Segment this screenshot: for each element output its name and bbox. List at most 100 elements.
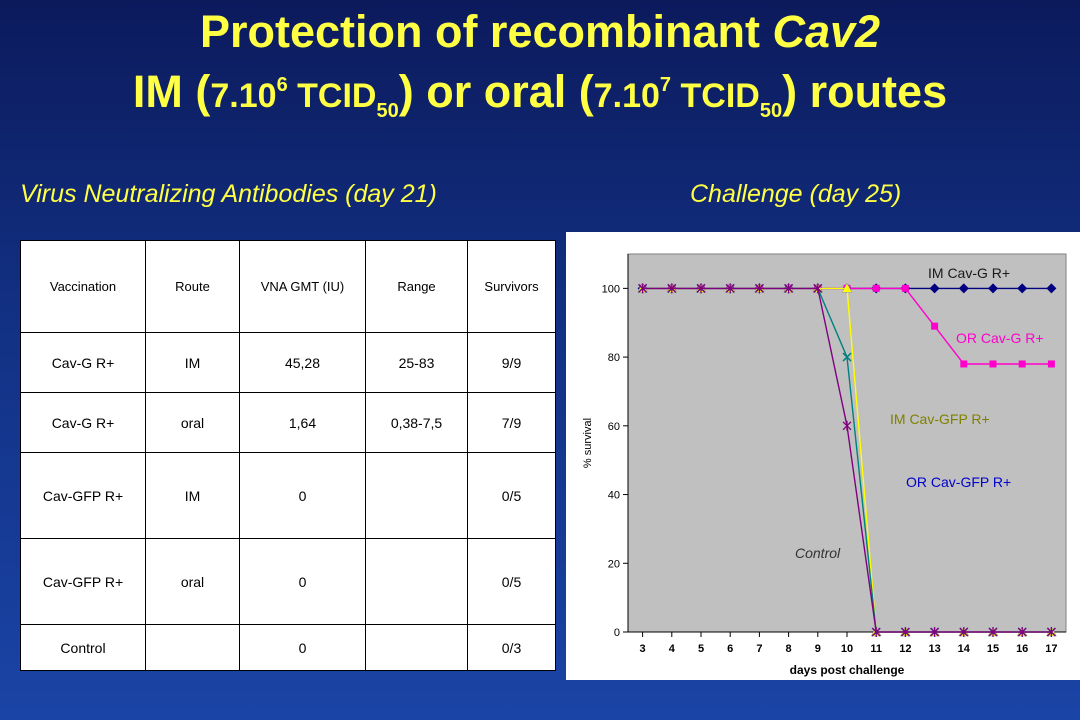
- x-tick-label: 17: [1045, 643, 1057, 655]
- data-point: [754, 283, 764, 294]
- table-row: Cav-G R+ IM 45,28 25-83 9/9: [20, 332, 556, 393]
- x-tick-label: 3: [640, 643, 646, 655]
- series-label: IM Cav-GFP R+: [890, 411, 990, 427]
- im-dose-exponent: 6: [276, 74, 288, 96]
- title-prefix: Protection of recombinant: [199, 6, 773, 57]
- cell-vaccination: Cav-G R+: [20, 332, 146, 393]
- challenge-heading: Challenge (day 25): [690, 180, 902, 208]
- data-point: [959, 627, 969, 637]
- cell-vaccination: Cav-GFP R+: [20, 538, 146, 625]
- x-tick-label: 15: [987, 643, 999, 655]
- table-row: Cav-GFP R+ oral 0 0/5: [20, 538, 556, 625]
- header-range: Range: [365, 240, 468, 333]
- table-row: Cav-G R+ oral 1,64 0,38-7,5 7/9: [20, 392, 556, 453]
- data-point: [988, 283, 998, 294]
- table-row: Control 0 0/3: [20, 624, 556, 671]
- table-row: Cav-GFP R+ IM 0 0/5: [20, 452, 556, 539]
- cell-range: [365, 452, 468, 539]
- data-point: [1018, 360, 1026, 368]
- x-tick-label: 8: [786, 643, 792, 655]
- oral-dose-unit: TCID: [671, 77, 760, 115]
- x-tick-label: 12: [899, 643, 911, 655]
- cell-vna-gmt: 0: [239, 452, 366, 539]
- plot-area: [627, 253, 1067, 633]
- series-label: OR Cav-G R+: [956, 330, 1044, 346]
- x-tick-label: 16: [1016, 643, 1028, 655]
- header-vna-gmt: VNA GMT (IU): [239, 240, 366, 333]
- header-vaccination: Vaccination: [20, 240, 146, 333]
- cell-route: IM: [145, 452, 240, 539]
- x-tick-label: 9: [815, 643, 821, 655]
- cell-route: oral: [145, 392, 240, 453]
- cell-vaccination: Cav-G R+: [20, 392, 146, 453]
- series-label: Control: [795, 545, 841, 561]
- cell-vna-gmt: 0: [239, 538, 366, 625]
- data-point: [931, 322, 939, 330]
- data-point: [813, 283, 823, 294]
- data-point: [842, 420, 852, 431]
- y-tick-label: 40: [608, 490, 620, 502]
- cell-vna-gmt: 1,64: [239, 392, 366, 453]
- oral-dose: 7.10: [593, 77, 660, 115]
- y-tick-label: 20: [608, 558, 620, 570]
- header-route: Route: [145, 240, 240, 333]
- cell-survivors: 0/5: [467, 538, 556, 625]
- y-tick-label: 0: [614, 627, 620, 639]
- cell-range: 25-83: [365, 332, 468, 393]
- survival-chart: 0 20 40 60 80 100 3 4 5 6 7 8 9 10 11 12 13 14 15 16 17 days …: [582, 253, 1067, 677]
- data-point: [725, 283, 735, 294]
- data-point: [784, 283, 794, 294]
- data-point: [872, 284, 880, 292]
- im-dose-unit-sub: 50: [376, 100, 399, 122]
- im-dose-unit: TCID: [287, 77, 377, 115]
- title-suffix: ) routes: [782, 66, 948, 117]
- data-point: [901, 284, 909, 292]
- x-tick-label: 7: [756, 643, 762, 655]
- x-tick-label: 4: [669, 643, 676, 655]
- series-label: IM Cav-G R+: [928, 265, 1010, 281]
- header-survivors: Survivors: [467, 240, 556, 333]
- data-point: [900, 627, 910, 637]
- data-point: [1017, 627, 1027, 637]
- y-tick-label: 100: [602, 283, 620, 295]
- cell-range: [365, 624, 468, 671]
- cell-range: 0,38-7,5: [365, 392, 468, 453]
- cell-route: IM: [145, 332, 240, 393]
- im-dose: 7.10: [210, 77, 277, 115]
- x-tick-label: 11: [870, 643, 882, 655]
- cell-vaccination: Cav-GFP R+: [20, 452, 146, 539]
- table-header-row: Vaccination Route VNA GMT (IU) Range Sur…: [20, 240, 556, 333]
- title-oral-prefix: ) or oral (: [398, 66, 594, 117]
- x-tick-label: 13: [928, 643, 940, 655]
- data-point: [929, 283, 940, 294]
- cell-vna-gmt: 45,28: [239, 332, 366, 393]
- cell-vaccination: Control: [20, 624, 146, 671]
- data-point: [930, 627, 940, 637]
- x-axis-title: days post challenge: [790, 663, 905, 677]
- x-tick-label: 5: [698, 643, 704, 655]
- data-point: [989, 360, 997, 368]
- data-point: [988, 627, 998, 637]
- data-point: [871, 627, 881, 637]
- data-point: [960, 360, 968, 368]
- title-italic: Cav2: [772, 6, 881, 57]
- data-point: [1046, 627, 1056, 637]
- title-im-prefix: IM (: [132, 66, 211, 117]
- data-point: [696, 283, 706, 294]
- data-point: [667, 283, 677, 294]
- cell-survivors: 9/9: [467, 332, 556, 393]
- cell-survivors: 0/5: [467, 452, 556, 539]
- title-line-2: IM (7.106 TCID50) or oral (7.107 TCID50)…: [0, 66, 1080, 122]
- y-axis-title: % survival: [582, 418, 594, 468]
- cell-range: [365, 538, 468, 625]
- oral-dose-exponent: 7: [659, 74, 672, 96]
- vna-heading: Virus Neutralizing Antibodies (day 21): [20, 180, 437, 208]
- data-point: [1017, 283, 1028, 294]
- title-line-1: Protection of recombinant Cav2: [0, 6, 1080, 58]
- data-point: [841, 282, 853, 293]
- y-tick-label: 60: [608, 421, 620, 433]
- data-point: [1046, 283, 1057, 294]
- survival-chart-panel: 0 20 40 60 80 100 3 4 5 6 7 8 9 10 11 12 13 14 15 16 17 days …: [566, 232, 1080, 680]
- oral-dose-unit-sub: 50: [759, 100, 783, 122]
- x-tick-label: 10: [841, 643, 853, 655]
